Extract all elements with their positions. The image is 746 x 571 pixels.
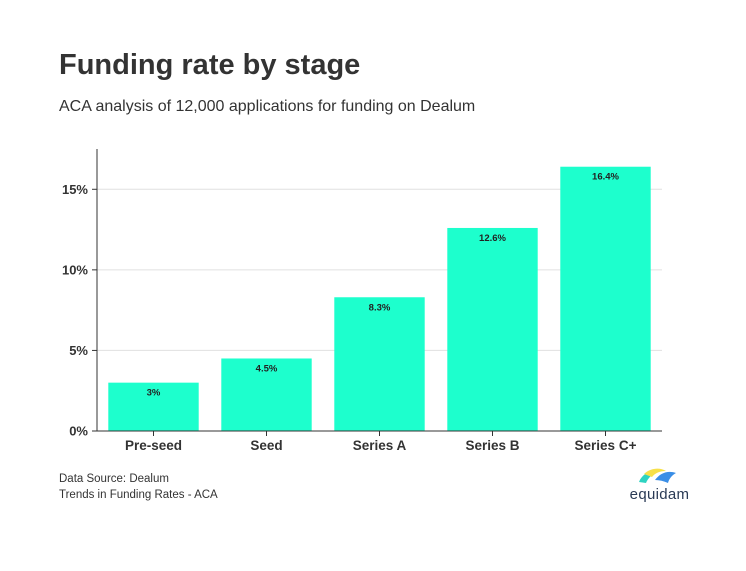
y-tick-label: 10% bbox=[62, 262, 88, 277]
x-tick-label: Series C+ bbox=[575, 438, 637, 453]
bar bbox=[221, 358, 312, 431]
bar bbox=[560, 166, 651, 431]
x-tick-label: Pre-seed bbox=[125, 438, 182, 453]
footer-note: Trends in Funding Rates - ACA bbox=[59, 489, 218, 501]
chart-footer: Data Source: Dealum Trends in Funding Ra… bbox=[59, 471, 218, 503]
bars bbox=[108, 166, 651, 431]
x-tick-label: Series B bbox=[465, 438, 519, 453]
x-tick-label: Series A bbox=[353, 438, 407, 453]
bar bbox=[334, 297, 425, 431]
data-source: Data Source: Dealum bbox=[59, 473, 169, 485]
y-tick-label: 0% bbox=[69, 424, 88, 439]
data-labels: 3% 4.5% 8.3% 12.6% 16.4% bbox=[147, 172, 620, 399]
bar-value-label: 12.6% bbox=[479, 233, 506, 244]
chart-title: Funding rate by stage bbox=[59, 49, 361, 81]
equidam-logo-icon bbox=[639, 468, 676, 483]
bar-value-label: 4.5% bbox=[256, 363, 278, 374]
chart-subtitle: ACA analysis of 12,000 applications for … bbox=[59, 98, 476, 115]
bar bbox=[108, 382, 199, 431]
y-tick-label: 5% bbox=[69, 343, 88, 358]
y-tick-label: 15% bbox=[62, 182, 88, 197]
bar-value-label: 16.4% bbox=[592, 172, 619, 183]
logo-text: equidam bbox=[629, 486, 690, 503]
bar-value-label: 8.3% bbox=[369, 302, 391, 313]
x-tick-label: Seed bbox=[250, 438, 282, 453]
equidam-logo: equidam bbox=[622, 464, 697, 508]
bar bbox=[447, 227, 538, 431]
bar-value-label: 3% bbox=[147, 388, 161, 399]
axes: 0% 5% 10% 15% Pre-seed Seed Series A Series B Se… bbox=[62, 149, 662, 453]
